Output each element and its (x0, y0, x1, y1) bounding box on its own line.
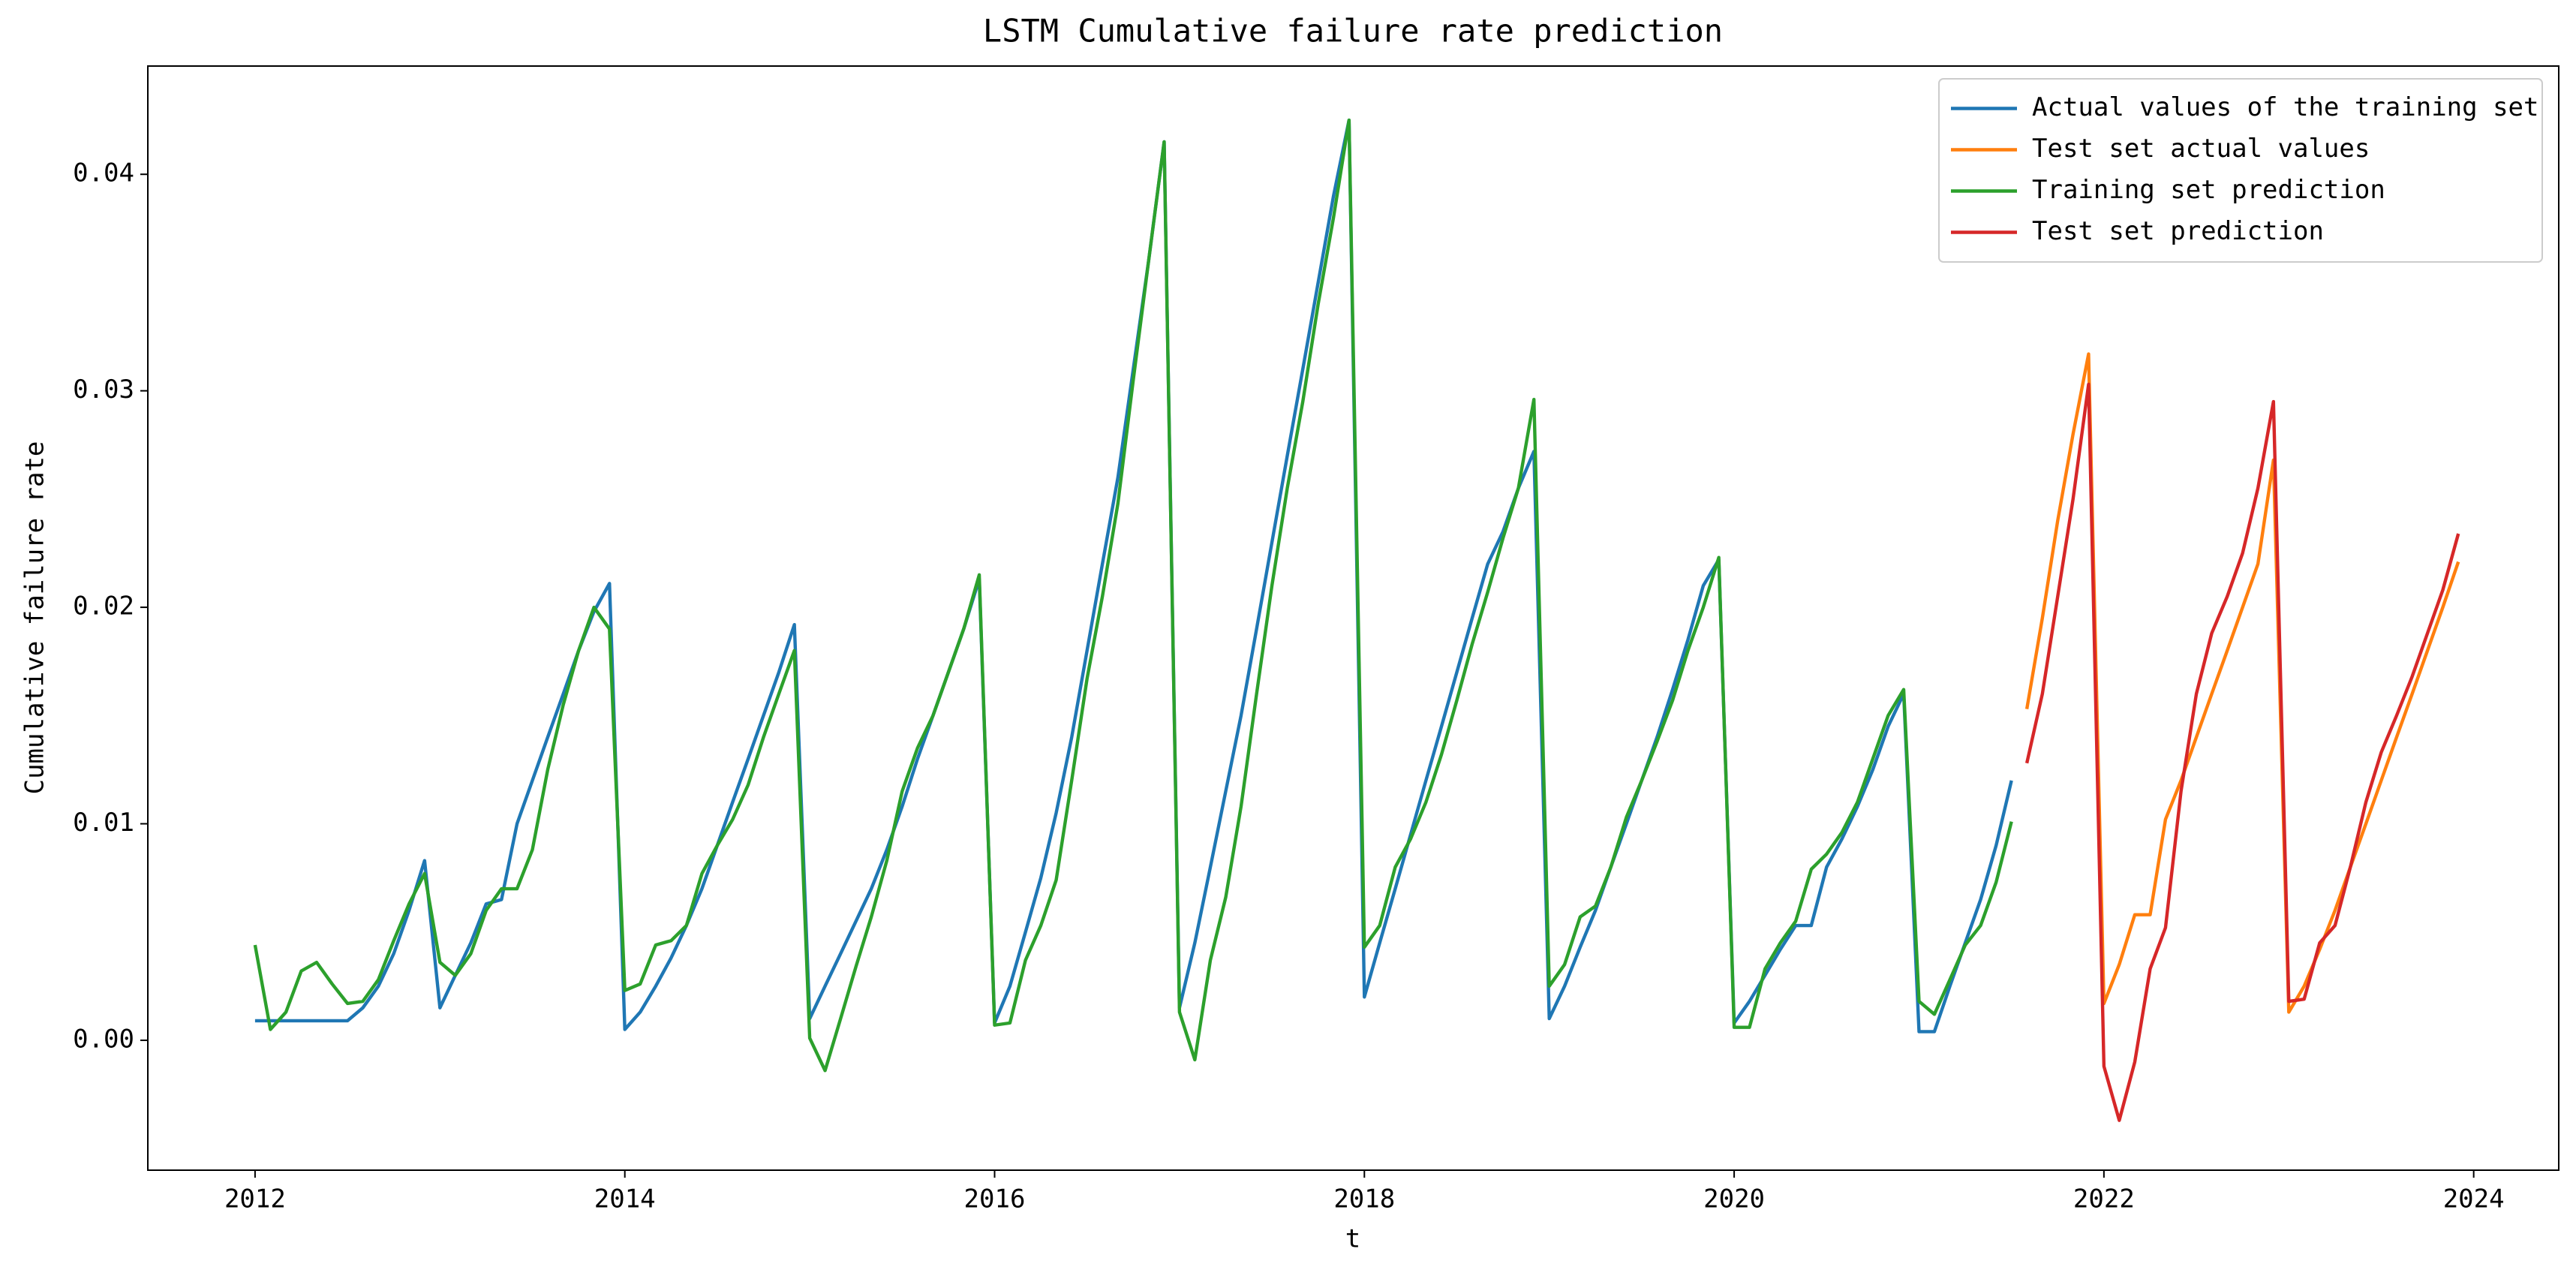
y-tick-label: 0.04 (73, 158, 134, 188)
x-axis-label: t (1345, 1224, 1360, 1254)
x-tick-label: 2024 (2443, 1184, 2505, 1214)
x-tick-label: 2016 (964, 1184, 1026, 1214)
x-tick-label: 2012 (224, 1184, 286, 1214)
y-tick-label: 0.03 (73, 375, 134, 405)
series-line (2024, 382, 2460, 1122)
y-axis-label: Cumulative failure rate (20, 441, 50, 795)
x-tick-label: 2018 (1333, 1184, 1395, 1214)
legend-label: Test set actual values (2032, 134, 2370, 164)
y-tick-label: 0.02 (73, 591, 134, 621)
series-line (253, 118, 2013, 1073)
legend-label: Actual values of the training set (2032, 92, 2539, 122)
legend-box (1938, 78, 2543, 263)
y-tick-label: 0.00 (73, 1024, 134, 1054)
legend-label: Test set prediction (2032, 216, 2324, 246)
y-tick-label: 0.01 (73, 808, 134, 838)
x-tick-label: 2014 (594, 1184, 656, 1214)
x-tick-label: 2022 (2073, 1184, 2135, 1214)
legend-label: Training set prediction (2032, 175, 2385, 205)
chart-title: LSTM Cumulative failure rate prediction (983, 13, 1723, 50)
x-tick-label: 2020 (1703, 1184, 1765, 1214)
plot-frame (147, 65, 2559, 1171)
